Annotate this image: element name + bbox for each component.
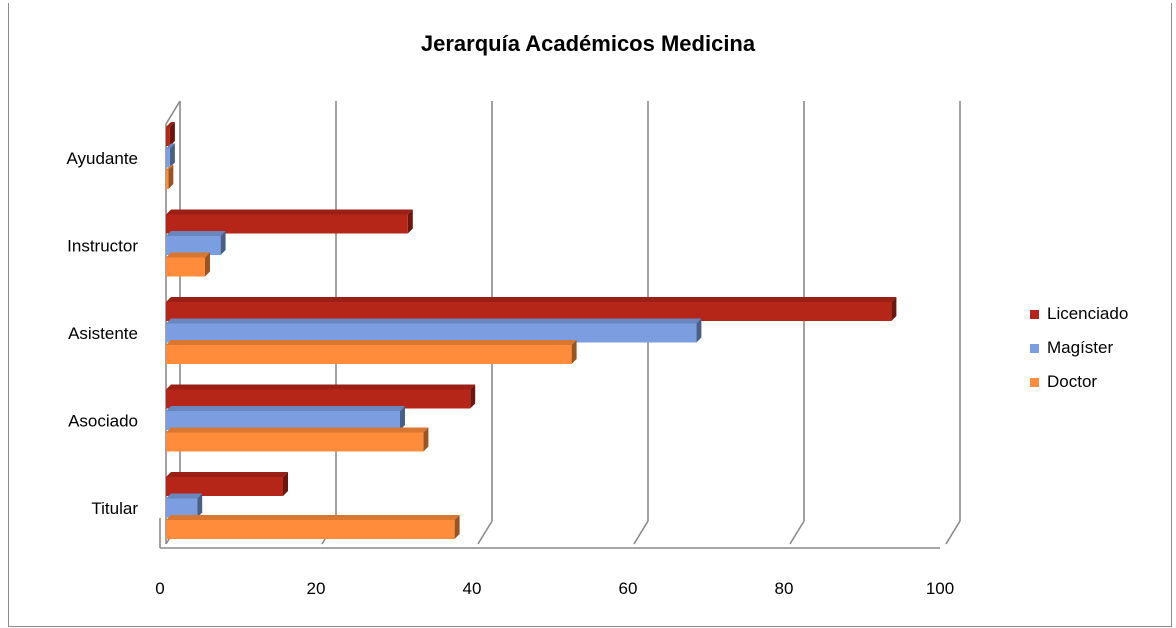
bar-asociado-licenciado — [166, 389, 471, 409]
x-tick-label-0: 0 — [155, 579, 164, 598]
bar-side-instructor-licenciado — [407, 209, 413, 234]
legend-label-doctor: Doctor — [1047, 372, 1098, 391]
bar-top-instructor-magister — [166, 231, 226, 236]
bar-side-asociado-magister — [400, 406, 405, 430]
bar-asociado-magister — [166, 411, 400, 430]
x-tick-label-3: 60 — [619, 579, 638, 598]
legend-item-magister: Magíster — [1030, 331, 1128, 365]
bar-titular-magister — [166, 498, 198, 518]
bar-side-titular-magister — [197, 493, 203, 518]
bar-side-instructor-doctor — [205, 252, 210, 277]
bar-ayudante-doctor — [166, 170, 169, 189]
bar-titular-doctor — [166, 520, 455, 539]
bar-side-asistente-doctor — [571, 340, 577, 364]
legend-item-licenciado: Licenciado — [1030, 297, 1128, 331]
bar-ayudante-magister — [166, 148, 170, 168]
legend-swatch-magister — [1030, 343, 1039, 353]
bar-side-ayudante-magister — [169, 143, 175, 168]
bar-top-ayudante-doctor — [166, 165, 174, 170]
bar-asistente-doctor — [166, 345, 572, 364]
y-tick-label-asistente: Asistente — [68, 324, 138, 343]
bar-side-instructor-magister — [220, 231, 226, 255]
x-tick-label-4: 80 — [775, 579, 794, 598]
bar-top-asociado-doctor — [166, 427, 429, 433]
legend-item-doctor: Doctor — [1030, 365, 1128, 399]
x-tick-label-1: 20 — [307, 579, 326, 598]
y-tick-label-titular: Titular — [91, 499, 138, 518]
y-tick-label-instructor: Instructor — [67, 237, 138, 256]
bar-side-ayudante-doctor — [168, 165, 174, 189]
bar-top-titular-licenciado — [166, 472, 288, 477]
bar-side-titular-doctor — [454, 515, 460, 539]
gridline-floor-2 — [477, 520, 493, 545]
bar-top-instructor-licenciado — [166, 209, 413, 215]
legend-swatch-licenciado — [1030, 309, 1039, 319]
bar-ayudante-licenciado — [166, 127, 170, 146]
bar-top-titular-doctor — [166, 515, 460, 520]
gridline-floor-4 — [789, 520, 805, 545]
bar-asociado-doctor — [166, 432, 424, 452]
bar-top-asistente-licenciado — [166, 297, 897, 302]
x-tick-label-2: 40 — [463, 579, 482, 598]
bar-instructor-licenciado — [166, 214, 408, 234]
bar-instructor-doctor — [166, 257, 205, 277]
legend: Licenciado Magíster Doctor — [1030, 297, 1128, 399]
y-tick-label-asociado: Asociado — [68, 412, 138, 431]
y-tick-label-ayudante: Ayudante — [66, 149, 138, 168]
left-wall-top — [165, 100, 181, 125]
bar-top-instructor-doctor — [166, 252, 210, 258]
bar-top-ayudante-magister — [166, 143, 175, 149]
bar-asistente-licenciado — [166, 302, 892, 321]
gridline-floor-3 — [633, 520, 649, 545]
bar-top-asistente-doctor — [166, 340, 577, 345]
legend-swatch-doctor — [1030, 377, 1039, 387]
x-tick-label-5: 100 — [926, 579, 954, 598]
bar-titular-licenciado — [166, 477, 283, 496]
bar-top-titular-magister — [166, 493, 203, 499]
legend-label-magister: Magíster — [1047, 338, 1114, 357]
bar-top-asistente-magister — [166, 318, 702, 324]
gridline-floor-5 — [945, 520, 961, 545]
bar-top-asociado-magister — [166, 406, 405, 411]
bar-side-asistente-magister — [696, 318, 702, 343]
bar-instructor-magister — [166, 236, 221, 255]
chart-title: Jerarquía Académicos Medicina — [420, 31, 756, 56]
bar-side-asistente-licenciado — [891, 297, 897, 321]
bar-side-titular-licenciado — [283, 472, 288, 496]
bar-side-asociado-doctor — [423, 427, 429, 452]
bar-asistente-magister — [166, 323, 697, 343]
bar-side-asociado-licenciado — [470, 384, 476, 409]
legend-label-licenciado: Licenciado — [1047, 304, 1129, 323]
bar-side-ayudante-licenciado — [169, 122, 175, 146]
bar-top-ayudante-licenciado — [166, 122, 175, 127]
bar-top-asociado-licenciado — [166, 384, 476, 390]
